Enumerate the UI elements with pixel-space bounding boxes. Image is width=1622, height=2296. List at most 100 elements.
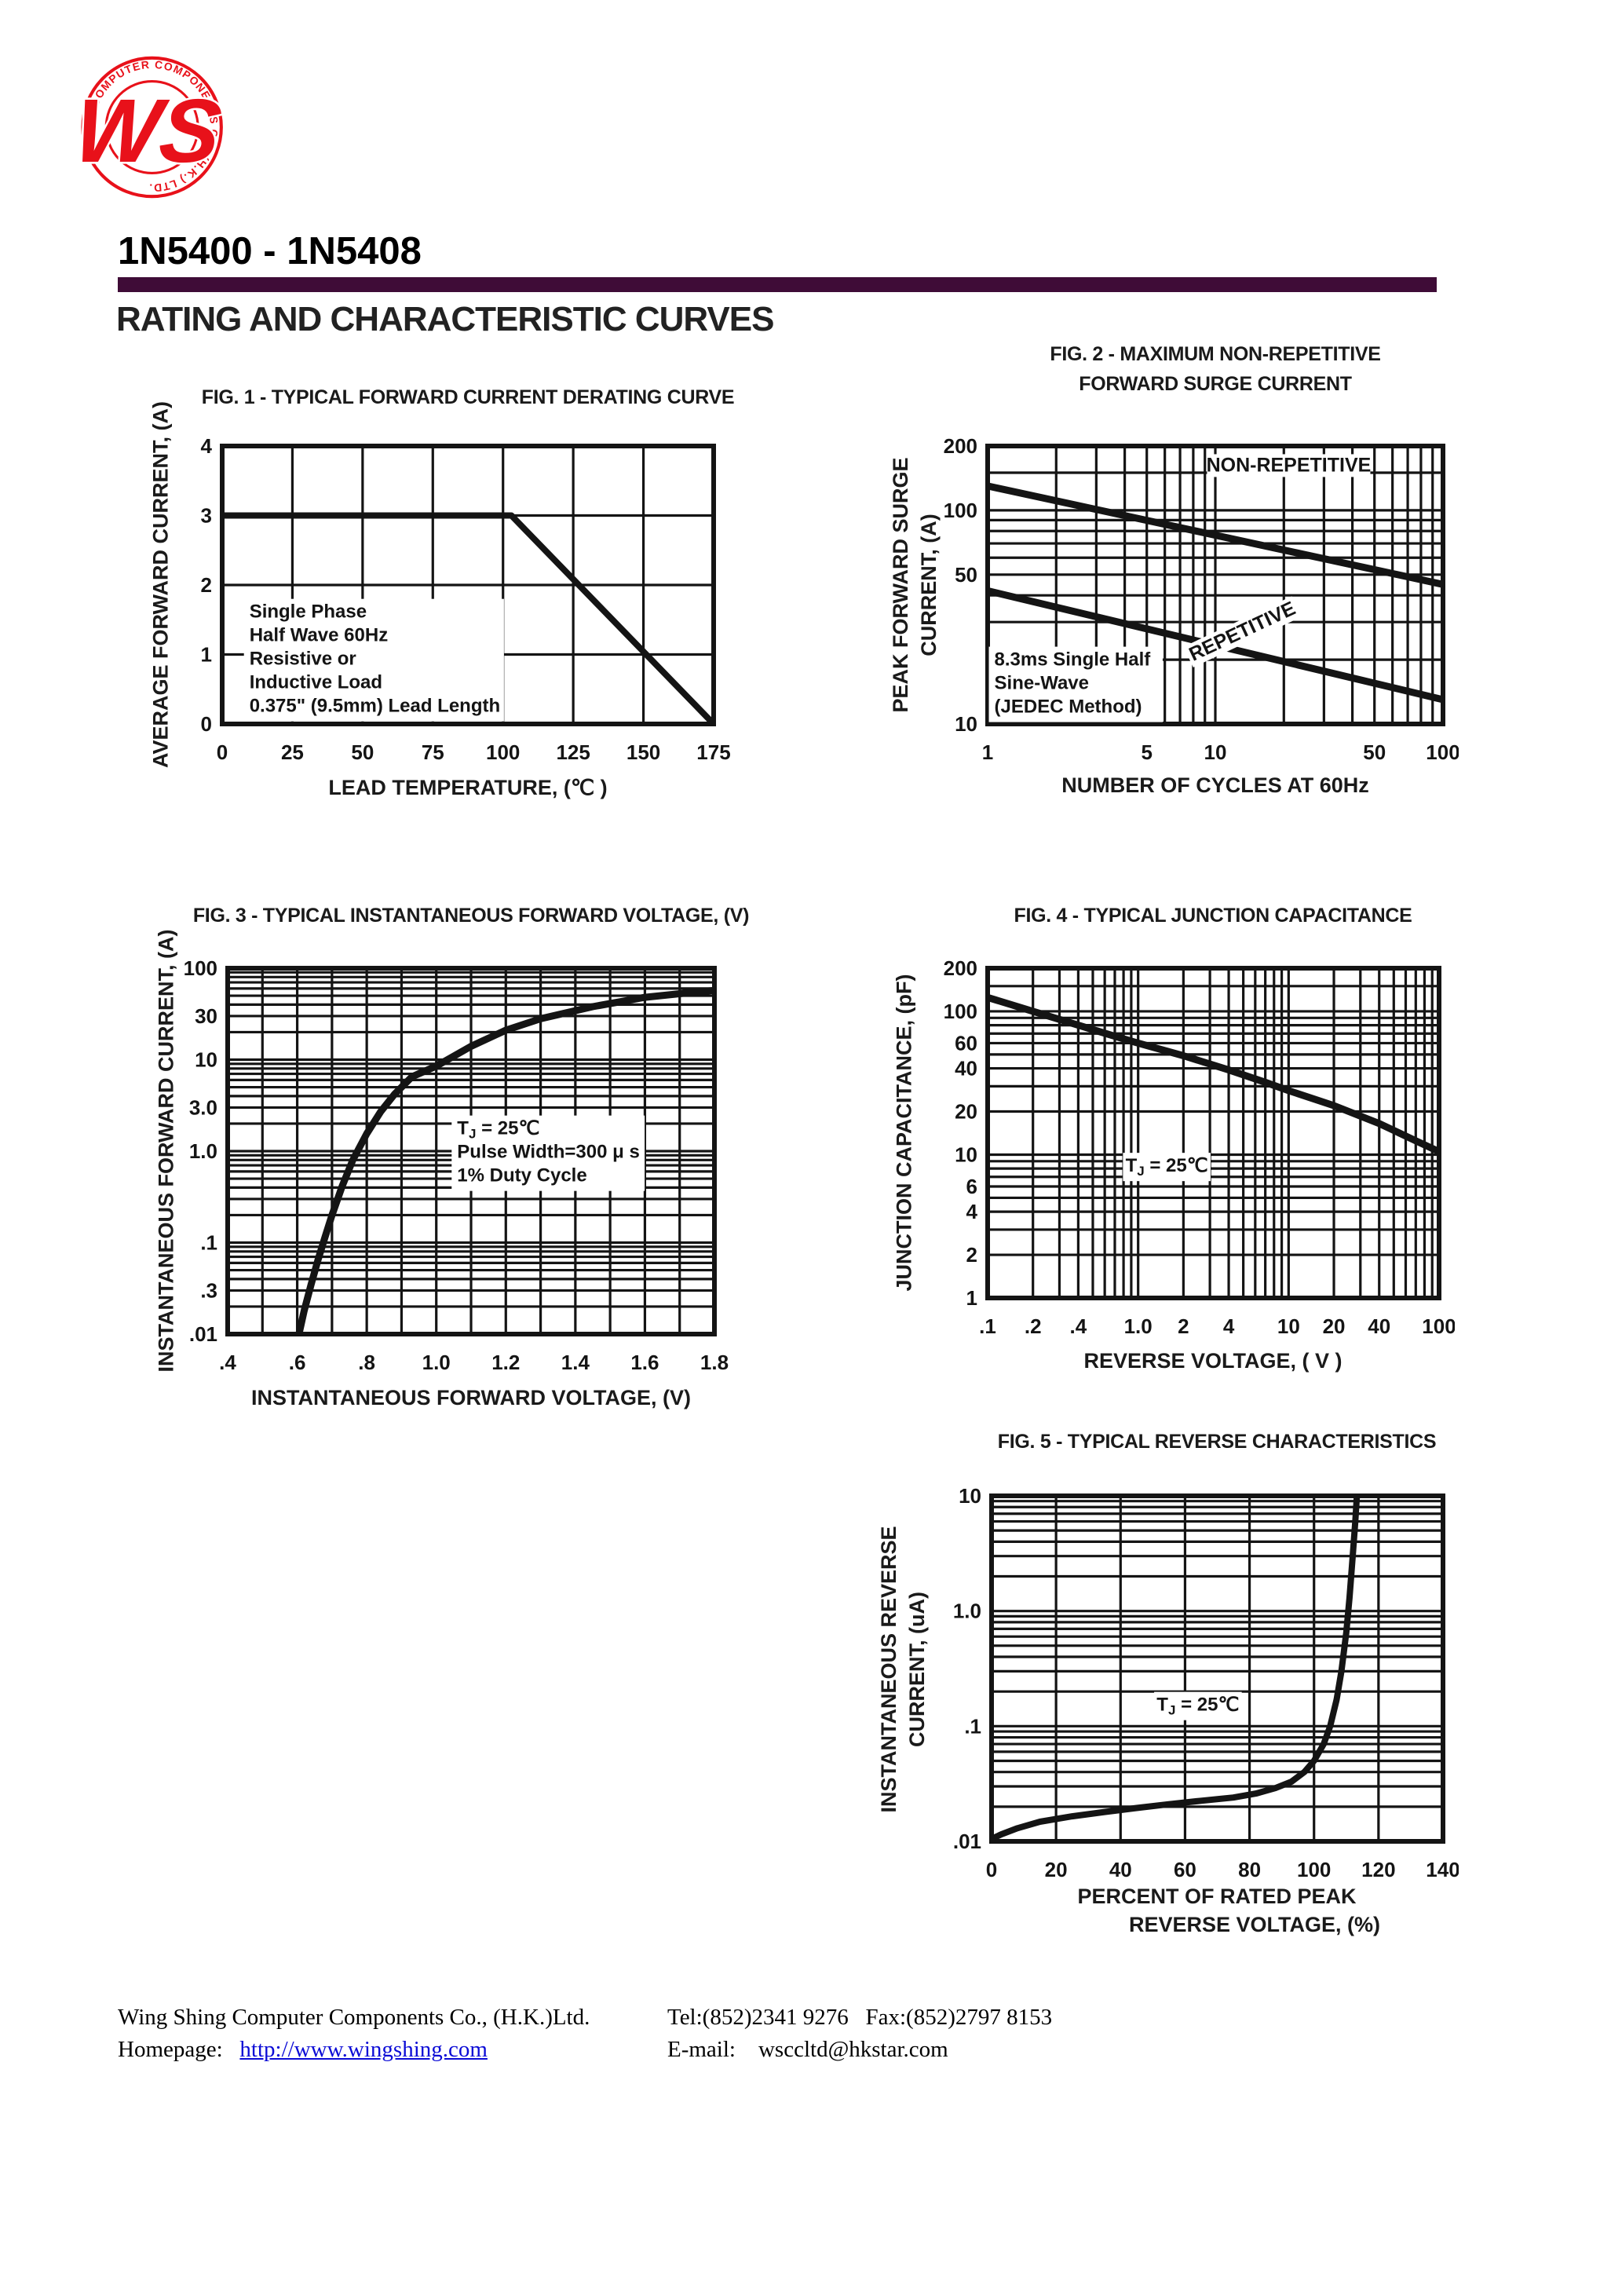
fig4-chart: TJ = 25℃.1.2.4 1.0 2 4 10 20 40 100200100604020…: [944, 956, 1455, 1338]
fig1-curve-derating-curve: [222, 512, 716, 726]
fig1-y-tick-label: 2: [201, 573, 212, 597]
fig3-x-tick-label: 1.8: [700, 1351, 729, 1374]
fig4-x-tick-label: 4: [1223, 1314, 1235, 1338]
fig1-x-tick-label: 0: [217, 740, 228, 764]
fig2-y-tick-label: 10: [955, 712, 977, 736]
fig2-curve-non-repetitive: [987, 482, 1444, 588]
fig5-x-tick-label: 100: [1297, 1858, 1331, 1881]
fig2-title: FIG. 2 - MAXIMUM NON-REPETITIVE FORWARD …: [941, 339, 1490, 399]
part-number-title: 1N5400 - 1N5408: [118, 230, 422, 272]
fig3-x-tick-label: .8: [358, 1351, 375, 1374]
fig5-plot-border: [989, 1493, 1445, 1844]
fig5-annotation-bg: [1154, 1691, 1242, 1720]
fig3-y-tick-label: .1: [200, 1231, 217, 1255]
fig2-series-label: REPETITIVE: [1185, 598, 1299, 666]
fig5-x-tick-label: 0: [986, 1858, 997, 1881]
fig4-y-tick-label: 20: [955, 1100, 977, 1124]
fig2-series-label-bg: [1207, 454, 1371, 477]
fig1-annotation-line: 0.375" (9.5mm) Lead Length: [250, 696, 500, 717]
fig5-y-tick-label: 10: [959, 1484, 981, 1508]
fig4-y-tick-label: 200: [944, 956, 977, 980]
fig4-plot-border: [985, 966, 1441, 1300]
fig4-x-tick-label: 2: [1178, 1314, 1189, 1338]
fig5-x-tick-label: 140: [1426, 1858, 1459, 1881]
fig5-title: FIG. 5 - TYPICAL REVERSE CHARACTERISTICS: [997, 1431, 1437, 1453]
fig1-x-tick-label: 175: [696, 740, 730, 764]
logo-ws-letters: WS: [70, 81, 225, 181]
fig3-y-tick-label: 30: [195, 1004, 217, 1028]
fig3-x-tick-label: .4: [219, 1351, 236, 1374]
fig3-curve-forward-voltage-curve: [295, 986, 715, 1335]
fig3-y-tick-label: 3.0: [189, 1095, 217, 1119]
fig4-y-tick-label: 40: [955, 1057, 977, 1080]
title-underline-bar: [118, 277, 1437, 292]
fig4-annotation-bg: [1123, 1153, 1211, 1182]
fig2-annotation-line: (JEDEC Method): [995, 696, 1142, 718]
fig4-y-tick-label: 10: [955, 1143, 977, 1166]
fig4-y-tick-label: 60: [955, 1031, 977, 1055]
footer-email-label: E-mail:: [667, 2037, 736, 2062]
fig2-plot-border: [985, 444, 1445, 726]
logo-inner-ring: [104, 80, 199, 174]
fig3-annotation-line: 1% Duty Cycle: [457, 1165, 586, 1186]
fig1-x-axis-label: LEAD TEMPERATURE, (℃ ): [328, 776, 608, 799]
fig2-x-axis-label: NUMBER OF CYCLES AT 60Hz: [1061, 773, 1369, 797]
fig1-annotation-line: Inductive Load: [250, 672, 382, 693]
fig1-title: FIG. 1 - TYPICAL FORWARD CURRENT DERATIN…: [201, 386, 735, 408]
fig3-annotation-line: TJ = 25℃: [457, 1118, 539, 1142]
fig5-x-tick-label: 40: [1109, 1858, 1132, 1881]
fig2-series-label-bg: [1183, 596, 1302, 667]
fig2-annotation-line: Sine-Wave: [995, 673, 1089, 694]
fig4-x-tick-label: 1.0: [1124, 1314, 1153, 1338]
company-logo: COMPUTER COMPONENTS CO. (H.K.) LTD. WS: [69, 56, 226, 199]
fig3-x-tick-label: .6: [289, 1351, 306, 1374]
fig1-x-tick-label: 50: [351, 740, 374, 764]
fig2-x-tick-label: 5: [1141, 740, 1152, 764]
logo-outer-ring: [81, 56, 223, 199]
fig3-x-tick-label: 1.2: [491, 1351, 520, 1374]
fig1-x-tick-label: 150: [627, 740, 660, 764]
fig3-y-tick-label: 10: [195, 1048, 217, 1072]
fig4-x-tick-label: 10: [1277, 1314, 1300, 1338]
fig2-annotation-line: 8.3ms Single Half: [995, 649, 1152, 671]
fig1-x-tick-label: 25: [281, 740, 304, 764]
fig5-annotation-line: TJ = 25℃: [1156, 1695, 1239, 1718]
fig3-x-tick-label: 1.6: [630, 1351, 659, 1374]
fig1-y-tick-label: 1: [201, 643, 212, 667]
fig2-title-line1: FIG. 2 - MAXIMUM NON-REPETITIVE: [1050, 343, 1381, 365]
fig4-annotation-line: TJ = 25℃: [1126, 1155, 1208, 1179]
fig2-series-label: NON-REPETITIVE: [1207, 454, 1372, 476]
footer-email-row: E-mail: wsccltd@hkstar.com: [667, 2037, 1052, 2069]
footer-right: Tel:(852)2341 9276 Fax:(852)2797 8153 E-…: [667, 2005, 1052, 2069]
fig4-x-tick-label: .1: [979, 1314, 996, 1338]
fig1-y-tick-label: 4: [201, 434, 213, 458]
footer-company: Wing Shing Computer Components Co., (H.K…: [118, 2005, 590, 2030]
fig1-x-tick-label: 75: [422, 740, 444, 764]
fig3-x-axis-label: INSTANTANEOUS FORWARD VOLTAGE, (V): [251, 1386, 691, 1409]
footer-homepage-row: Homepage: http://www.wingshing.com: [118, 2037, 590, 2069]
fig5-x-axis-label-line2: REVERSE VOLTAGE, (%): [1128, 1913, 1381, 1936]
fig3-y-tick-label: 1.0: [189, 1139, 217, 1163]
fig1-annotation-bg: [243, 598, 504, 722]
fig4-x-tick-label: 20: [1323, 1314, 1346, 1338]
fig1-y-tick-label: 0: [201, 712, 212, 736]
footer-left: Wing Shing Computer Components Co., (H.K…: [118, 2005, 590, 2069]
fig1-annotation-line: Single Phase: [250, 601, 367, 623]
footer-tel-fax: Tel:(852)2341 9276 Fax:(852)2797 8153: [667, 2005, 1053, 2030]
fig2-x-tick-label: 1: [982, 740, 993, 764]
fig5-x-tick-label: 60: [1174, 1858, 1196, 1881]
fig5-x-tick-label: 120: [1361, 1858, 1395, 1881]
fig1-x-tick-label: 100: [486, 740, 520, 764]
fig2-annotation-bg: [988, 646, 1163, 722]
fig4-y-tick-label: 2: [966, 1243, 977, 1267]
fig4-curve-junction-capacitance: [986, 993, 1441, 1155]
footer-homepage-link[interactable]: http://www.wingshing.com: [239, 2037, 488, 2062]
fig2-x-tick-label: 10: [1204, 740, 1227, 764]
fig5-x-tick-label: 80: [1238, 1858, 1261, 1881]
fig1-annotation-line: Half Wave 60Hz: [250, 625, 389, 646]
fig4-y-tick-label: 4: [966, 1200, 978, 1223]
fig1-plot-border: [220, 444, 716, 726]
